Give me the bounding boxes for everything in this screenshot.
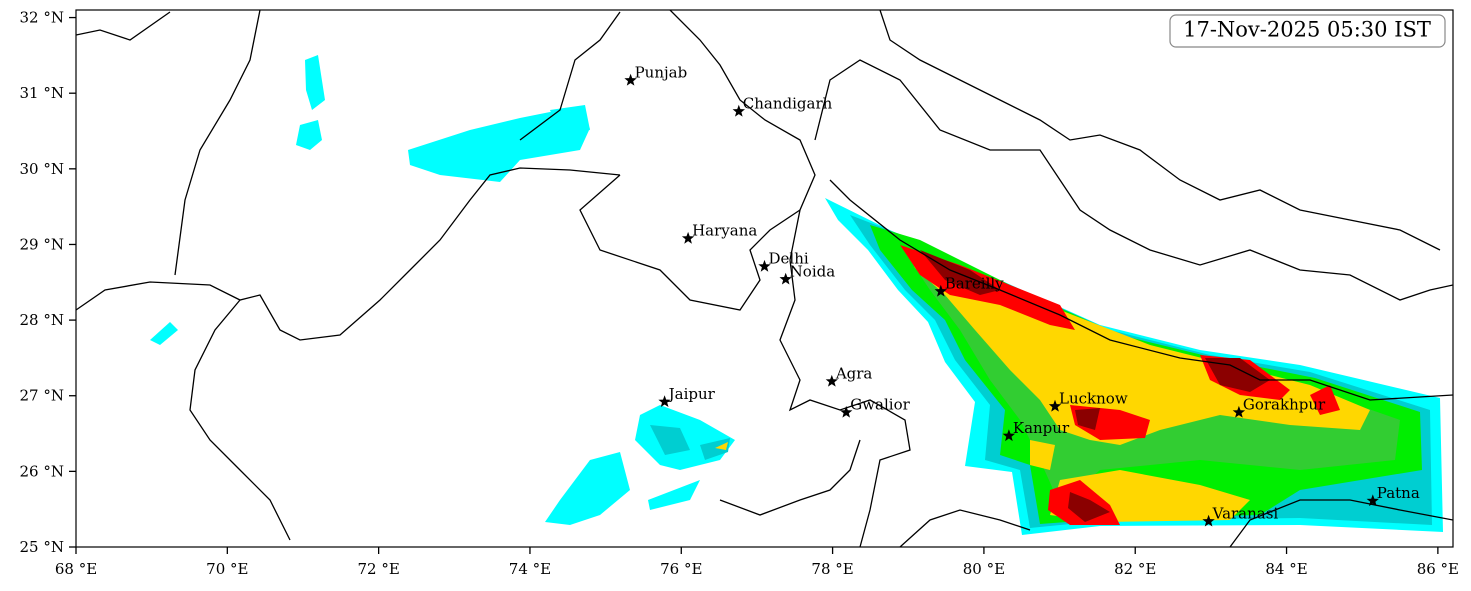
city-marker bbox=[779, 272, 792, 285]
city-marker bbox=[1202, 514, 1215, 527]
x-tick-label: 78 °E bbox=[811, 560, 853, 578]
x-tick-label: 74 °E bbox=[509, 560, 551, 578]
city-marker bbox=[658, 395, 671, 407]
city-label: Chandigarh bbox=[743, 94, 833, 112]
city-marker bbox=[624, 73, 637, 86]
y-tick-label: 28 °N bbox=[20, 311, 64, 329]
city-label: Patna bbox=[1377, 484, 1420, 502]
city-marker bbox=[1366, 494, 1379, 507]
y-tick-label: 27 °N bbox=[20, 387, 64, 405]
x-tick-label: 84 °E bbox=[1265, 560, 1307, 578]
city-marker bbox=[1002, 429, 1016, 442]
city-marker bbox=[758, 259, 771, 272]
city-label: Delhi bbox=[769, 249, 809, 267]
city-label: Kanpur bbox=[1013, 419, 1070, 437]
city-label: Gorakhpur bbox=[1243, 395, 1326, 413]
city-marker bbox=[825, 374, 838, 387]
y-tick-label: 30 °N bbox=[20, 160, 64, 178]
rain-shading bbox=[150, 55, 1443, 535]
timestamp-box bbox=[1169, 14, 1446, 48]
city-label: Lucknow bbox=[1059, 389, 1128, 407]
x-tick-label: 70 °E bbox=[206, 560, 248, 578]
city-label: Noida bbox=[790, 262, 836, 280]
y-tick-label: 29 °N bbox=[20, 235, 64, 253]
city-marker bbox=[732, 104, 745, 117]
city-label: Haryana bbox=[692, 221, 757, 239]
city-marker bbox=[1048, 399, 1062, 412]
city-marker bbox=[681, 231, 695, 244]
city-label: Jaipur bbox=[667, 385, 716, 403]
y-tick-label: 25 °N bbox=[20, 538, 64, 556]
y-tick-label: 32 °N bbox=[20, 9, 64, 27]
x-tick-label: 80 °E bbox=[963, 560, 1005, 578]
city-label: Varanasi bbox=[1212, 504, 1279, 522]
city-label: Agra bbox=[835, 364, 873, 382]
x-tick-label: 86 °E bbox=[1417, 560, 1459, 578]
x-tick-label: 76 °E bbox=[660, 560, 702, 578]
city-marker bbox=[840, 405, 853, 418]
borders bbox=[76, 10, 1453, 547]
x-tick-label: 68 °E bbox=[55, 560, 97, 578]
city-marker bbox=[1232, 405, 1246, 418]
timestamp: 17-Nov-2025 05:30 IST bbox=[1183, 18, 1431, 42]
city-marker bbox=[934, 284, 947, 297]
city-label: Gwalior bbox=[850, 395, 910, 413]
plot-frame bbox=[75, 9, 1454, 548]
y-tick-label: 26 °N bbox=[20, 462, 64, 480]
y-tick-label: 31 °N bbox=[20, 84, 64, 102]
x-tick-label: 72 °E bbox=[357, 560, 399, 578]
x-tick-label: 82 °E bbox=[1114, 560, 1156, 578]
city-label: Punjab bbox=[635, 63, 688, 81]
city-label: Bareilly bbox=[945, 274, 1004, 292]
